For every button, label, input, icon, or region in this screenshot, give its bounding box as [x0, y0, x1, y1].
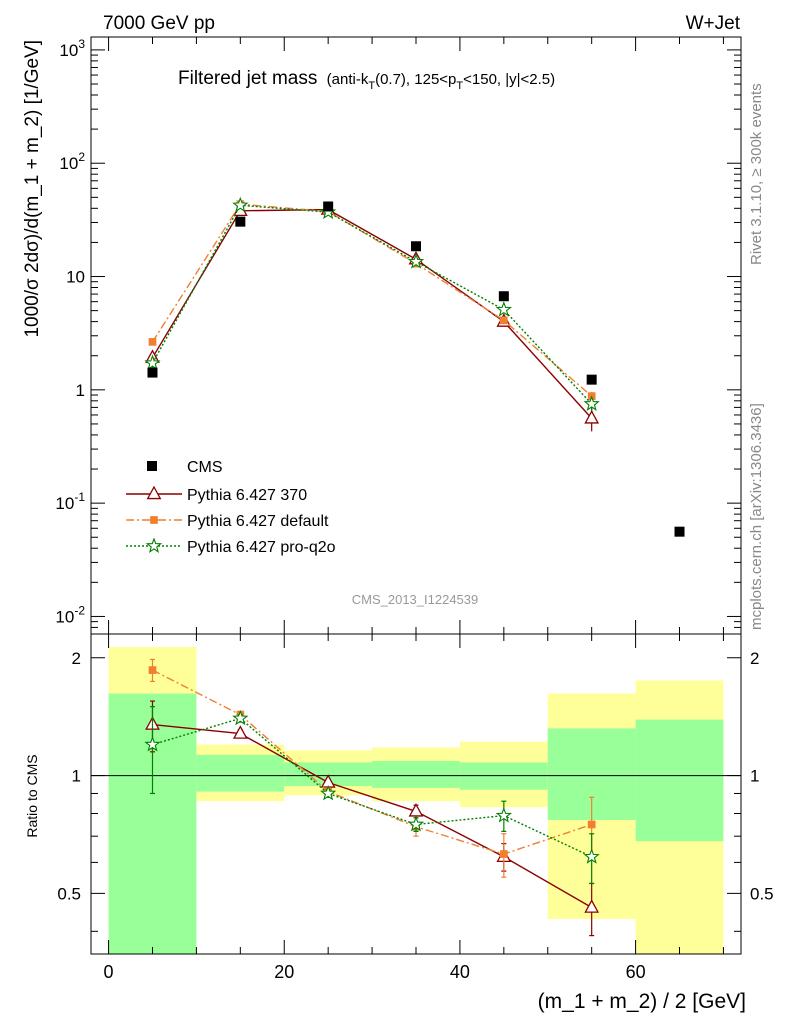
- legend-label-cms: CMS: [187, 459, 223, 476]
- series-marker-default: [499, 316, 508, 325]
- watermark: CMS_2013_I1224539: [352, 592, 479, 607]
- ratio-marker-proq2o: [144, 736, 161, 752]
- rivet-label: Rivet 3.1.10, ≥ 300k events: [748, 83, 765, 265]
- ratio-marker-default: [499, 850, 508, 858]
- x-tick-label: 60: [626, 962, 646, 982]
- ratio-marker-proq2o: [320, 784, 337, 801]
- ratio-marker-370: [232, 725, 248, 739]
- ratio-band-stat-4: [459, 762, 548, 790]
- title-main: Filtered jet mass: [178, 68, 317, 89]
- series-marker-proq2o: [232, 196, 249, 213]
- y-axis-label: 1000/σ 2dσ)/d(m_1 + m_2) [1/GeV]: [22, 40, 43, 338]
- ratio-band-stat-3: [372, 760, 460, 788]
- ratio-axis-label: Ratio to CMS: [24, 754, 40, 837]
- y-tick-label: 1: [76, 381, 85, 400]
- series-line-370: [151, 208, 593, 419]
- x-tick-label: 0: [104, 962, 114, 982]
- data-point-cms: [147, 367, 158, 378]
- ratio-y-tick-label: 1: [72, 767, 81, 786]
- ratio-band-stat-6: [635, 719, 724, 842]
- data-point-cms: [586, 374, 597, 385]
- ratio-marker-default: [148, 666, 157, 674]
- series-marker-proq2o: [407, 253, 425, 269]
- ratio-marker-370: [584, 899, 600, 913]
- series-marker-proq2o: [583, 395, 600, 411]
- legend-marker-default: [150, 516, 158, 524]
- data-point-cms: [674, 526, 685, 537]
- ratio-marker-proq2o: [495, 807, 513, 823]
- ratio-marker-default: [587, 820, 596, 829]
- legend-label-default: Pythia 6.427 default: [187, 513, 329, 530]
- title-detail: (anti-kT(0.7), 125<pT<150, |y|<2.5): [327, 71, 556, 92]
- ratio-panel: 0 20 40 60 0.5 0.5 1 1 2 2: [57, 633, 774, 982]
- data-point-cms: [235, 216, 246, 227]
- legend-marker-370: [146, 485, 162, 500]
- y-tick-label: 10-2: [55, 603, 85, 626]
- ratio-y-tick-label: 0.5: [57, 884, 81, 903]
- series-marker-proq2o: [495, 301, 512, 317]
- y-tick-label: 102: [59, 150, 85, 173]
- ratio-line-proq2o: [152, 717, 592, 858]
- chart-title: Filtered jet mass (anti-kT(0.7), 125<pT<…: [178, 68, 555, 92]
- legend: CMS Pythia 6.427 370 Pythia 6.427 default…: [126, 459, 336, 556]
- ratio-y-tick-label: 2: [72, 649, 81, 668]
- ratio-marker-proq2o: [407, 815, 425, 832]
- legend-marker-proq2o: [145, 537, 163, 553]
- process-label: W+Jet: [686, 13, 741, 34]
- y-tick-label: 103: [59, 37, 85, 60]
- x-tick-label: 20: [274, 962, 294, 982]
- series-marker-proq2o: [144, 354, 161, 371]
- ratio-marker-proq2o: [583, 848, 600, 864]
- data-point-cms: [323, 201, 334, 212]
- ratio-y-tick-label-right: 1: [750, 767, 759, 786]
- main-panel: Filtered jet mass (anti-kT(0.7), 125<pT<…: [55, 36, 742, 635]
- ratio-marker-proq2o: [232, 709, 249, 726]
- ratio-band-stat-1: [196, 754, 285, 792]
- mcplots-label: mcplots.cern.ch [arXiv:1306.3436]: [748, 403, 765, 630]
- x-axis-label: (m_1 + m_2) / 2 [GeV]: [538, 990, 746, 1013]
- legend-label-proq2o: Pythia 6.427 pro-q2o: [187, 539, 336, 556]
- legend-marker-cms: [147, 461, 157, 471]
- data-point-cms: [411, 241, 421, 252]
- x-tick-label: 40: [450, 962, 470, 982]
- ratio-y-tick-label-right: 2: [750, 649, 759, 668]
- beam-label: 7000 GeV pp: [103, 13, 215, 34]
- series-marker-370: [584, 410, 600, 424]
- series-line-default: [151, 203, 593, 397]
- ratio-y-tick-label-right: 0.5: [750, 884, 774, 903]
- legend-label-370: Pythia 6.427 370: [187, 487, 307, 504]
- data-point-cms: [498, 291, 509, 302]
- y-tick-label: 10-1: [55, 490, 85, 513]
- ratio-line-370: [152, 723, 593, 909]
- y-tick-label: 10: [66, 268, 85, 287]
- series-marker-default: [148, 338, 157, 346]
